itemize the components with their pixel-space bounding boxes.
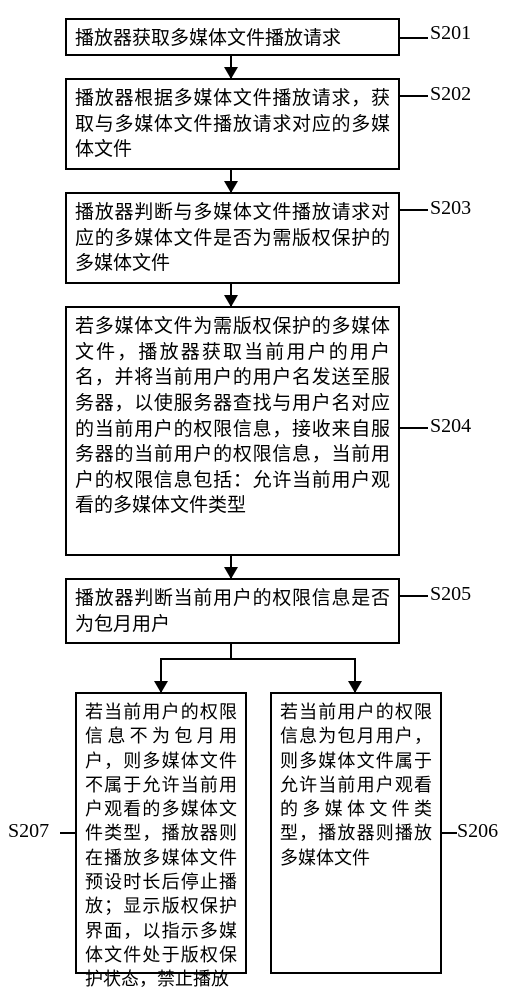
step-s201: 播放器获取多媒体文件播放请求 xyxy=(65,18,400,56)
step-s206-text: 若当前用户的权限信息为包月用户，则多媒体文件属于允许当前用户观看的多媒体文件类型… xyxy=(280,702,432,868)
split-hline xyxy=(160,658,356,660)
step-s205: 播放器判断当前用户的权限信息是否为包月用户 xyxy=(65,578,400,644)
step-s204: 若多媒体文件为需版权保护的多媒体文件，播放器获取当前用户的用户名，并将当前用户的… xyxy=(65,306,400,556)
step-s207-text: 若当前用户的权限信息不为包月用户，则多媒体文件不属于允许当前用户观看的多媒体文件… xyxy=(85,702,237,989)
arrow-s204-s205 xyxy=(230,556,232,578)
split-down-right xyxy=(354,658,356,692)
flowchart-canvas: 播放器获取多媒体文件播放请求 S201 播放器根据多媒体文件播放请求，获取与多媒… xyxy=(0,0,515,1000)
arrow-s203-s204 xyxy=(230,284,232,306)
label-line-s201 xyxy=(400,37,428,39)
label-line-s205 xyxy=(400,595,428,597)
label-line-s203 xyxy=(400,209,428,211)
step-s202-text: 播放器根据多媒体文件播放请求，获取与多媒体文件播放请求对应的多媒体文件 xyxy=(75,88,390,160)
label-line-s204 xyxy=(400,427,428,429)
step-s204-label: S204 xyxy=(430,415,471,438)
step-s205-text: 播放器判断当前用户的权限信息是否为包月用户 xyxy=(75,588,390,635)
step-s203-label: S203 xyxy=(430,197,471,220)
step-s207: 若当前用户的权限信息不为包月用户，则多媒体文件不属于允许当前用户观看的多媒体文件… xyxy=(75,692,247,974)
step-s204-text: 若多媒体文件为需版权保护的多媒体文件，播放器获取当前用户的用户名，并将当前用户的… xyxy=(75,316,390,516)
step-s207-label: S207 xyxy=(8,820,49,843)
step-s202: 播放器根据多媒体文件播放请求，获取与多媒体文件播放请求对应的多媒体文件 xyxy=(65,78,400,170)
split-stem xyxy=(230,644,232,658)
step-s205-label: S205 xyxy=(430,583,471,606)
step-s202-label: S202 xyxy=(430,83,471,106)
step-s203: 播放器判断与多媒体文件播放请求对应的多媒体文件是否为需版权保护的多媒体文件 xyxy=(65,192,400,284)
split-down-left xyxy=(160,658,162,692)
arrow-s202-s203 xyxy=(230,170,232,192)
step-s203-text: 播放器判断与多媒体文件播放请求对应的多媒体文件是否为需版权保护的多媒体文件 xyxy=(75,202,390,274)
step-s201-label: S201 xyxy=(430,22,471,45)
label-line-s202 xyxy=(400,95,428,97)
step-s201-text: 播放器获取多媒体文件播放请求 xyxy=(75,28,341,49)
label-line-s207 xyxy=(60,832,75,834)
arrow-s201-s202 xyxy=(230,56,232,78)
step-s206-label: S206 xyxy=(457,820,498,843)
label-line-s206 xyxy=(442,832,457,834)
step-s206: 若当前用户的权限信息为包月用户，则多媒体文件属于允许当前用户观看的多媒体文件类型… xyxy=(270,692,442,974)
